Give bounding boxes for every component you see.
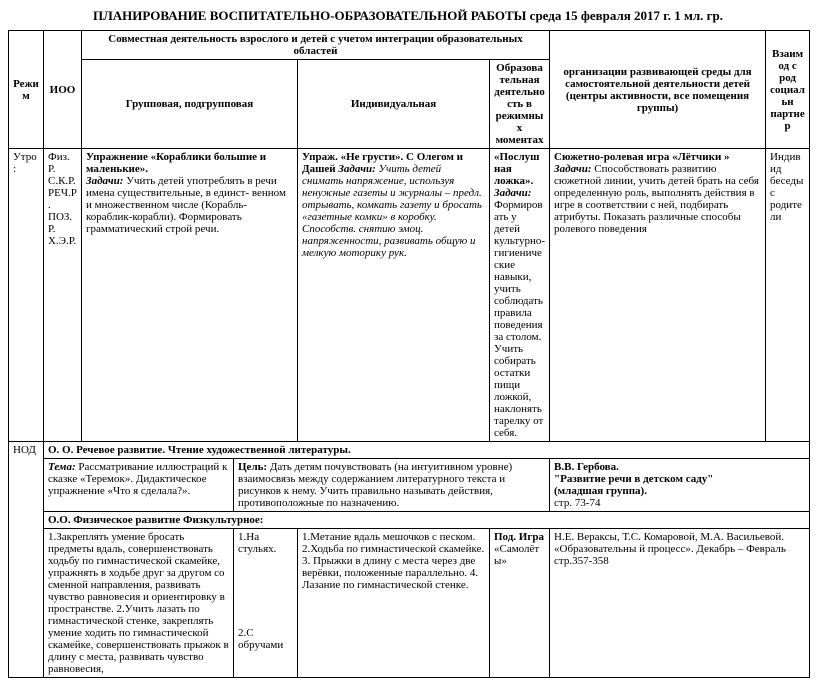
col-group: Групповая, подгрупповая <box>82 60 298 149</box>
page-title: ПЛАНИРОВАНИЕ ВОСПИТАТЕЛЬНО-ОБРАЗОВАТЕЛЬН… <box>8 8 808 24</box>
nod-book: В.В. Гербова. "Развитие речи в детском с… <box>550 459 810 512</box>
morning-routine-title: «Послушная ложка». <box>494 151 539 187</box>
morning-routine: «Послушная ложка». Задачи: Формировать у… <box>490 149 550 442</box>
task-label: Задачи: <box>86 175 123 187</box>
morning-ind-task: Учить детей снимать напряжение, использу… <box>302 163 482 259</box>
nod-topic: Тема: Рассматривание иллюстраций к сказк… <box>44 459 234 512</box>
pe-game-name: «Самолёты» <box>494 543 539 567</box>
book-author: В.В. Гербова. <box>554 461 619 473</box>
morning-ioo: Физ. Р. С.К.Р. РЕЧ.Р. ПОЗ.Р. Х.Э.Р. <box>44 149 82 442</box>
col-routine: Образовательная деятельность в режимных … <box>490 60 550 149</box>
morning-partners: Индивид беседы с родители <box>766 149 810 442</box>
morning-group: Упражнение «Кораблики большие и маленьки… <box>82 149 298 442</box>
book-pages: стр. 73-74 <box>554 497 601 509</box>
pe-game-label: Под. Игра <box>494 531 544 543</box>
goal-label: Цель: <box>238 461 267 473</box>
task-label: Задачи: <box>494 187 531 199</box>
task-label: Задачи: <box>554 163 591 175</box>
task-label: Задачи: <box>338 163 375 175</box>
goal-text: Дать детям почувствовать (на интуитивном… <box>238 461 512 509</box>
nod-goal: Цель: Дать детям почувствовать (на интуи… <box>234 459 550 512</box>
nod-pe-header: О.О. Физическое развитие Физкультурное: <box>44 512 810 529</box>
col-individual: Индивидуальная <box>298 60 490 149</box>
planning-table: Режим ИОО Совместная деятельность взросл… <box>8 30 810 678</box>
morning-env: Сюжетно-ролевая игра «Лётчики » Задачи: … <box>550 149 766 442</box>
col-ioo: ИОО <box>44 31 82 149</box>
book-group: (младшая группа). <box>554 485 647 497</box>
pe-col3: 1.Метание вдаль мешочков с песком. 2.Ход… <box>298 529 490 678</box>
empty <box>9 459 44 512</box>
morning-rezhim: Утро: <box>9 149 44 442</box>
empty <box>9 529 44 678</box>
pe-equip-2: 2.С обручами <box>238 627 283 651</box>
morning-env-title: Сюжетно-ролевая игра «Лётчики » <box>554 151 730 163</box>
col-joint: Совместная деятельность взрослого и дете… <box>82 31 550 60</box>
nod-label: НОД <box>9 442 44 459</box>
topic-label: Тема: <box>48 461 76 473</box>
pe-col1: 1.Закреплять умение бросать предметы вда… <box>44 529 234 678</box>
pe-col4: Под. Игра «Самолёты» <box>490 529 550 678</box>
col-env: организации развивающей среды для самост… <box>550 31 766 149</box>
pe-equip-1: 1.На стульях. <box>238 531 276 555</box>
nod-speech-header: О. О. Речевое развитие. Чтение художеств… <box>44 442 810 459</box>
morning-group-title: Упражнение «Кораблики большие и маленьки… <box>86 151 266 175</box>
topic-text: Рассматривание иллюстраций к сказке «Тер… <box>48 461 227 497</box>
pe-col5: Н.Е. Вераксы, Т.С. Комаровой, М.А. Васил… <box>550 529 810 678</box>
morning-routine-task: Формировать у детей культурно-гигиеничес… <box>494 199 545 439</box>
empty <box>9 512 44 529</box>
col-partners: Взаимод с род социальн партнер <box>766 31 810 149</box>
col-rezhim: Режим <box>9 31 44 149</box>
pe-col2: 1.На стульях. 2.С обручами <box>234 529 298 678</box>
book-title: "Развитие речи в детском саду" <box>554 473 713 485</box>
morning-individual: Упраж. «Не грусти». С Олегом и Дашей Зад… <box>298 149 490 442</box>
